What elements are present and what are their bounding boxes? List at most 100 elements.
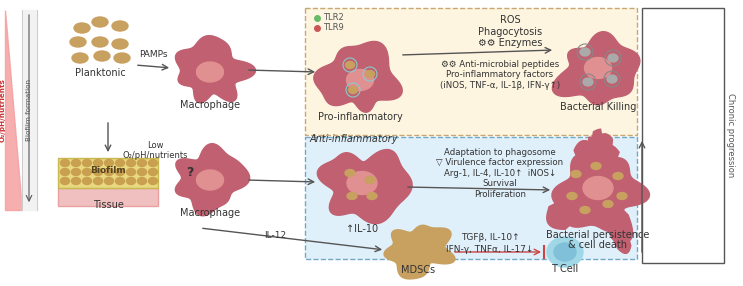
Ellipse shape (72, 53, 88, 63)
Ellipse shape (348, 86, 357, 94)
FancyBboxPatch shape (305, 137, 637, 259)
Ellipse shape (82, 178, 91, 184)
FancyBboxPatch shape (642, 8, 724, 263)
Text: ⚙⚙ Anti-microbial peptides
Pro-inflammatory factors
(iNOS, TNF-α, IL-1β, IFN-γ↑): ⚙⚙ Anti-microbial peptides Pro-inflammat… (440, 60, 560, 90)
Text: TLR9: TLR9 (323, 23, 344, 33)
Text: O₂/pH/nutrients: O₂/pH/nutrients (0, 78, 6, 142)
Text: PAMPs: PAMPs (139, 50, 167, 59)
Ellipse shape (580, 48, 590, 56)
Ellipse shape (112, 39, 128, 49)
Ellipse shape (126, 168, 135, 176)
Ellipse shape (346, 69, 374, 90)
Text: IL-12: IL-12 (264, 231, 286, 240)
Polygon shape (552, 32, 640, 105)
Ellipse shape (82, 168, 91, 176)
Ellipse shape (126, 160, 135, 166)
Polygon shape (175, 144, 250, 216)
Polygon shape (384, 225, 455, 279)
Ellipse shape (105, 178, 114, 184)
Text: Biofilm: Biofilm (90, 166, 126, 175)
Text: ?: ? (186, 166, 194, 179)
Ellipse shape (583, 176, 613, 200)
Text: & cell death: & cell death (568, 240, 628, 250)
Polygon shape (314, 41, 402, 112)
Ellipse shape (92, 17, 108, 27)
Ellipse shape (591, 162, 601, 170)
Text: TLR2: TLR2 (323, 13, 344, 23)
Ellipse shape (571, 170, 581, 178)
Ellipse shape (137, 178, 146, 184)
Ellipse shape (585, 57, 611, 78)
Ellipse shape (345, 61, 354, 69)
FancyBboxPatch shape (305, 8, 637, 135)
Ellipse shape (60, 178, 70, 184)
Ellipse shape (613, 172, 623, 180)
Ellipse shape (105, 160, 114, 166)
Text: ROS
Phagocytosis
⚙⚙ Enzymes: ROS Phagocytosis ⚙⚙ Enzymes (478, 15, 542, 48)
Ellipse shape (94, 51, 110, 61)
Ellipse shape (365, 176, 375, 184)
Ellipse shape (554, 243, 576, 261)
Ellipse shape (92, 37, 108, 47)
Ellipse shape (70, 37, 86, 47)
Ellipse shape (94, 160, 103, 166)
Ellipse shape (60, 160, 70, 166)
Ellipse shape (607, 75, 617, 83)
Ellipse shape (94, 178, 103, 184)
Ellipse shape (367, 192, 377, 200)
Text: IFN-γ, TNFα, IL-17↓: IFN-γ, TNFα, IL-17↓ (447, 245, 533, 254)
Text: Adaptation to phagosome
▽ Virulence factor expression
Arg-1, IL-4, IL-10↑  iNOS↓: Adaptation to phagosome ▽ Virulence fact… (436, 148, 563, 198)
Text: Bacterial Killing: Bacterial Killing (559, 102, 636, 112)
Ellipse shape (603, 200, 613, 208)
Text: TGFβ, IL-10↑: TGFβ, IL-10↑ (461, 233, 519, 242)
FancyBboxPatch shape (58, 158, 158, 188)
Ellipse shape (196, 170, 224, 190)
Polygon shape (5, 10, 22, 210)
Ellipse shape (71, 178, 80, 184)
Text: Biofilm formation: Biofilm formation (26, 79, 32, 141)
Ellipse shape (149, 168, 158, 176)
Text: T Cell: T Cell (551, 264, 579, 274)
Ellipse shape (137, 160, 146, 166)
Ellipse shape (60, 168, 70, 176)
Polygon shape (175, 36, 256, 103)
Ellipse shape (114, 53, 130, 63)
Text: Planktonic: Planktonic (74, 68, 126, 78)
Ellipse shape (366, 71, 374, 78)
Text: Macrophage: Macrophage (180, 100, 240, 110)
Polygon shape (22, 10, 37, 210)
Ellipse shape (149, 178, 158, 184)
Ellipse shape (137, 168, 146, 176)
Text: Anti-inflammatory: Anti-inflammatory (310, 134, 398, 144)
Text: Bacterial persistence: Bacterial persistence (546, 230, 649, 240)
Ellipse shape (94, 168, 103, 176)
Ellipse shape (115, 178, 125, 184)
Ellipse shape (71, 160, 80, 166)
FancyBboxPatch shape (58, 188, 158, 206)
Polygon shape (547, 129, 649, 253)
Ellipse shape (71, 168, 80, 176)
Text: Pro-inflammatory: Pro-inflammatory (317, 112, 403, 122)
Text: Macrophage: Macrophage (180, 208, 240, 218)
Text: ↑IL-10: ↑IL-10 (346, 224, 378, 234)
Ellipse shape (617, 192, 627, 200)
Text: Chronic progression: Chronic progression (725, 93, 735, 177)
Ellipse shape (547, 237, 583, 267)
Ellipse shape (608, 54, 618, 62)
Ellipse shape (345, 170, 355, 176)
Ellipse shape (74, 23, 90, 33)
Ellipse shape (196, 62, 224, 82)
Ellipse shape (567, 192, 577, 200)
Ellipse shape (126, 178, 135, 184)
Text: Low
O₂/pH/nutrients: Low O₂/pH/nutrients (123, 141, 188, 160)
Ellipse shape (149, 160, 158, 166)
Ellipse shape (112, 21, 128, 31)
Ellipse shape (115, 160, 125, 166)
Ellipse shape (583, 78, 593, 86)
Text: Tissue: Tissue (93, 200, 123, 210)
Ellipse shape (105, 168, 114, 176)
Ellipse shape (347, 172, 377, 194)
Polygon shape (317, 150, 412, 224)
Ellipse shape (115, 168, 125, 176)
Ellipse shape (347, 192, 357, 200)
